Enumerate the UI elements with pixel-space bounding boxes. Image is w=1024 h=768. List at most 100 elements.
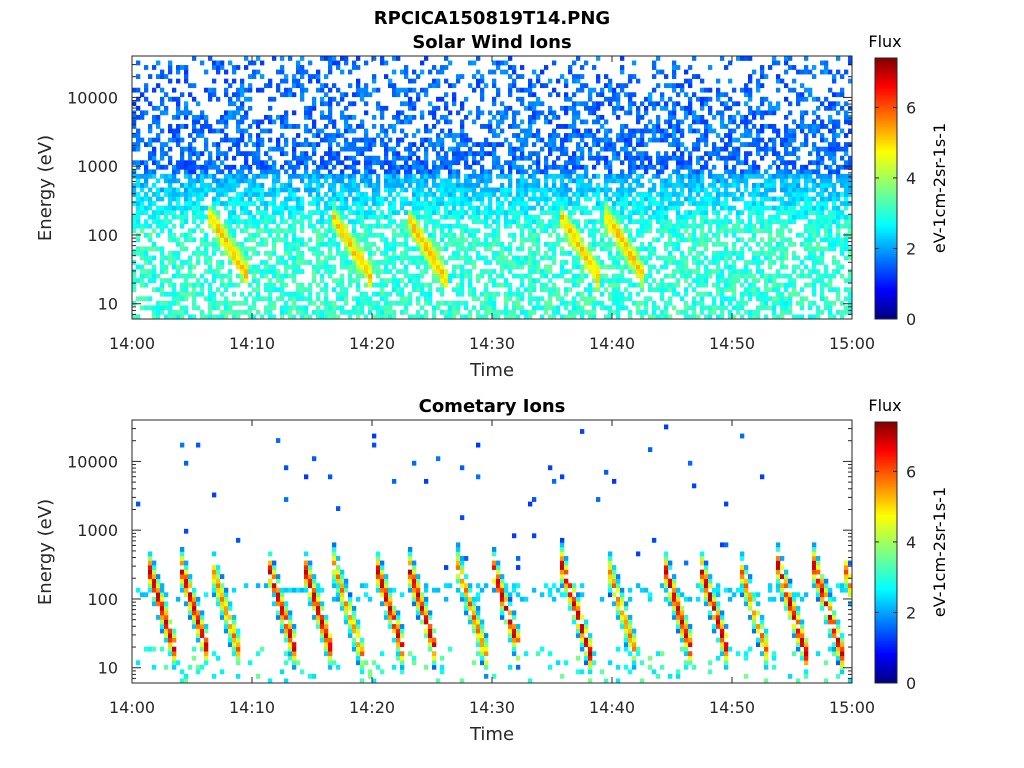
heatmap-cell: [664, 74, 669, 79]
heatmap-cell: [340, 114, 345, 120]
heatmap-cell: [588, 296, 593, 302]
heatmap-cell: [488, 210, 493, 215]
heatmap-cell: [732, 101, 737, 107]
heatmap-cell: [540, 101, 545, 107]
heatmap-cell: [328, 151, 333, 157]
heatmap-cell: [292, 260, 297, 265]
heatmap-cell: [532, 173, 537, 179]
heatmap-cell: [640, 160, 645, 166]
heatmap-cell: [632, 92, 637, 98]
heatmap-cell: [376, 264, 381, 270]
heatmap-cell: [580, 309, 585, 315]
heatmap-cell: [344, 214, 349, 220]
heatmap-cell: [456, 155, 461, 161]
heatmap-cell: [444, 133, 449, 138]
heatmap-cell: [192, 137, 197, 143]
heatmap-cell: [240, 246, 245, 252]
heatmap-cell: [684, 237, 689, 243]
heatmap-cell: [352, 173, 357, 179]
heatmap-cell: [676, 137, 681, 143]
heatmap-cell: [156, 74, 161, 79]
heatmap-cell: [592, 192, 597, 197]
heatmap-cell: [448, 169, 453, 175]
heatmap-cell: [696, 96, 701, 102]
heatmap-cell: [176, 160, 181, 166]
heatmap-cell: [188, 92, 193, 98]
heatmap-cell: [512, 219, 517, 225]
heatmap-cell: [332, 96, 337, 102]
heatmap-cell: [196, 164, 201, 170]
heatmap-cell: [340, 133, 345, 138]
heatmap-cell: [392, 169, 397, 175]
heatmap-cell: [244, 205, 249, 211]
heatmap-cell: [304, 87, 309, 93]
heatmap-cell: [224, 205, 229, 211]
heatmap-cell: [412, 192, 417, 197]
heatmap-cell: [268, 96, 273, 102]
heatmap-cell: [260, 87, 265, 93]
heatmap-cell: [288, 273, 293, 279]
heatmap-cell: [508, 92, 513, 98]
heatmap-cell: [748, 96, 753, 102]
heatmap-cell: [288, 255, 293, 261]
heatmap-cell: [316, 264, 321, 270]
heatmap-cell: [248, 178, 253, 184]
heatmap-cell: [604, 96, 609, 102]
heatmap-cell: [204, 119, 209, 125]
heatmap-cell: [272, 264, 277, 270]
heatmap-cell: [628, 160, 633, 166]
heatmap-cell: [272, 287, 277, 293]
heatmap-cell: [264, 282, 269, 288]
heatmap-cell: [260, 214, 265, 220]
heatmap-cell: [344, 124, 349, 129]
heatmap-cell: [744, 287, 749, 293]
heatmap-cell: [148, 237, 153, 243]
heatmap-cell: [364, 83, 369, 89]
heatmap-cell: [316, 246, 321, 252]
heatmap-cell: [556, 155, 561, 161]
heatmap-cell: [572, 219, 577, 225]
heatmap-cell: [616, 223, 621, 229]
heatmap-cell: [604, 160, 609, 166]
heatmap-cell: [640, 164, 645, 170]
heatmap-cell: [240, 273, 245, 279]
heatmap-cell: [580, 205, 585, 211]
heatmap-cell: [188, 232, 193, 238]
heatmap-cell: [700, 196, 705, 202]
heatmap-cell: [296, 246, 301, 252]
heatmap-cell: [320, 160, 325, 166]
heatmap-cell: [672, 74, 677, 79]
heatmap-cell: [176, 105, 181, 111]
heatmap-cell: [180, 246, 185, 252]
heatmap-cell: [364, 232, 369, 238]
heatmap-cell: [188, 182, 193, 188]
heatmap-cell: [468, 164, 473, 170]
heatmap-cell: [280, 219, 285, 225]
heatmap-cell: [292, 305, 297, 311]
heatmap-cell: [200, 309, 205, 315]
heatmap-cell: [676, 92, 681, 98]
heatmap-cell: [152, 314, 157, 320]
heatmap-cell: [292, 74, 297, 79]
heatmap-cell: [516, 219, 521, 225]
heatmap-cell: [572, 133, 577, 138]
heatmap-cell: [304, 110, 309, 116]
heatmap-cell: [368, 196, 373, 202]
heatmap-cell: [280, 237, 285, 243]
heatmap-cell: [412, 196, 417, 202]
heatmap-cell: [516, 96, 521, 102]
heatmap-cell: [640, 309, 645, 315]
heatmap-cell: [228, 96, 233, 102]
heatmap-cell: [732, 269, 737, 274]
heatmap-cell: [448, 83, 453, 89]
heatmap-cell: [484, 269, 489, 274]
heatmap-cell: [232, 182, 237, 188]
heatmap-cell: [640, 201, 645, 206]
heatmap-cell: [332, 223, 337, 229]
heatmap-cell: [340, 264, 345, 270]
heatmap-cell: [580, 296, 585, 302]
heatmap-cell: [564, 137, 569, 143]
heatmap-cell: [360, 232, 365, 238]
heatmap-cell: [556, 146, 561, 152]
heatmap-cell: [620, 300, 625, 306]
